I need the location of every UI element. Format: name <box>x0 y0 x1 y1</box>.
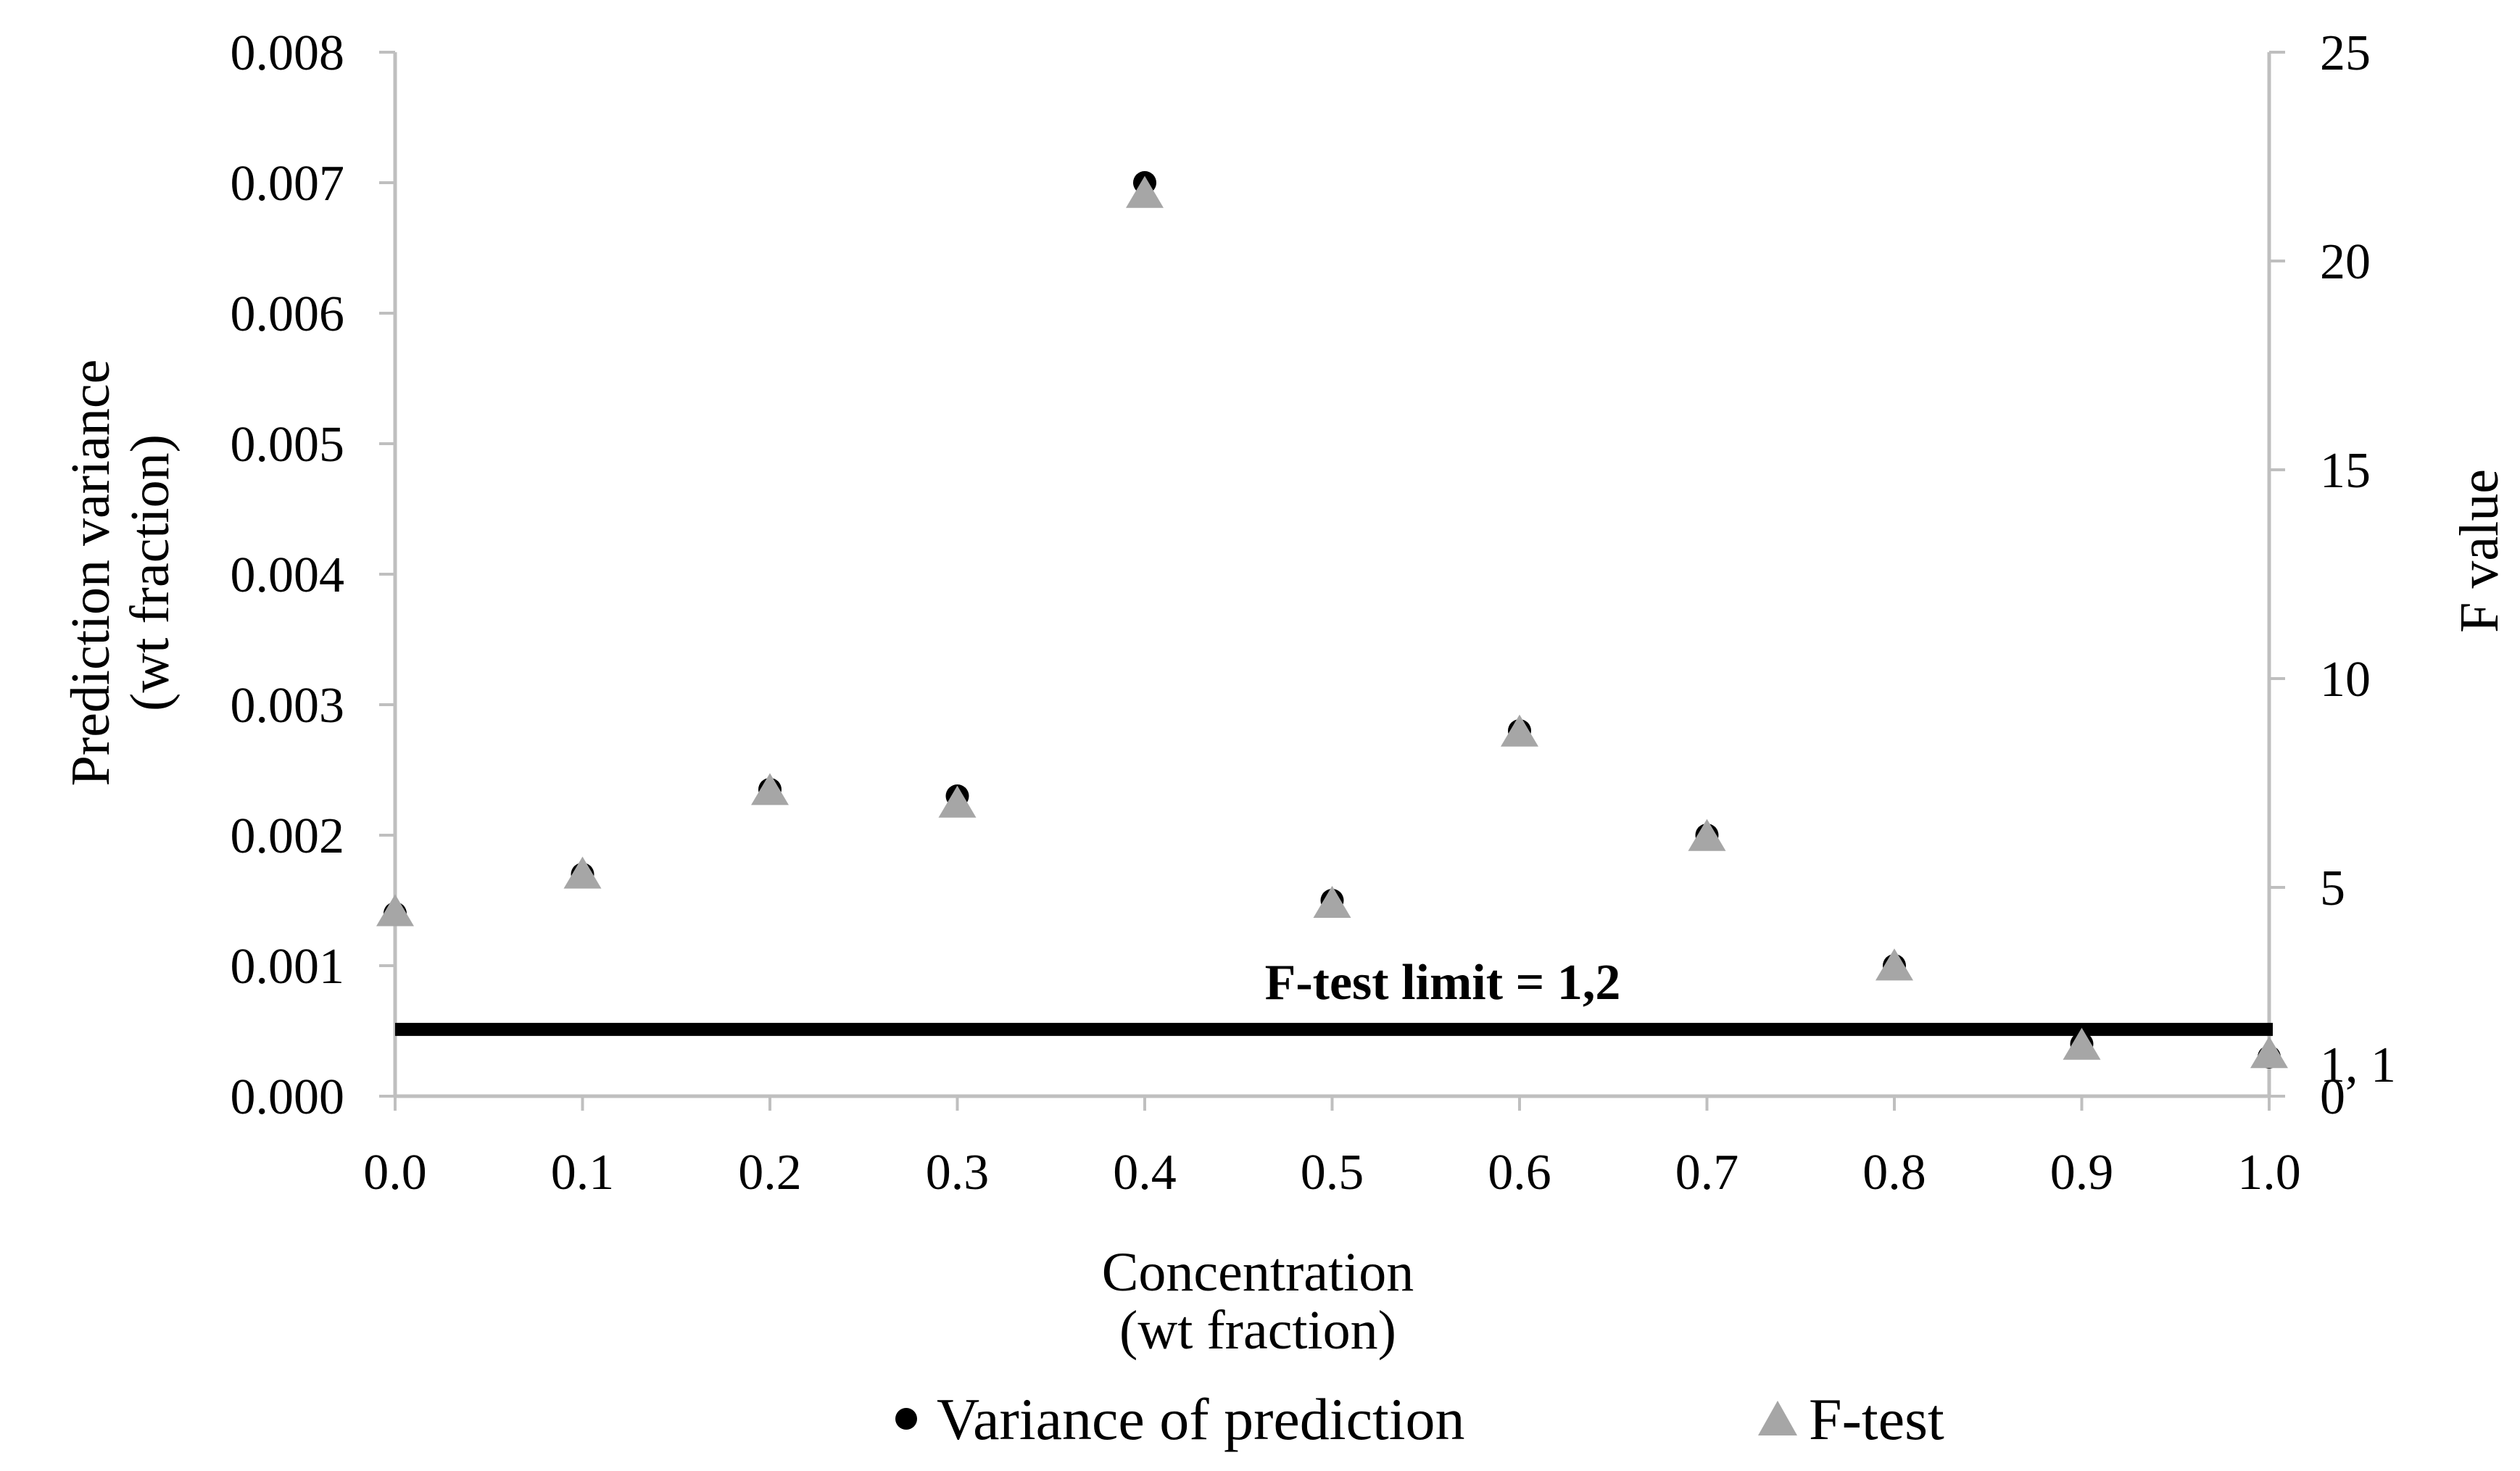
f-test-point <box>2063 1027 2101 1060</box>
reference-line-group: F-test limit = 1,2 1, 1 <box>395 955 2396 1093</box>
x-tick-label: 0.4 <box>1113 1145 1177 1201</box>
f-test-point <box>2250 1036 2288 1069</box>
f-test-point <box>563 856 602 889</box>
f-test-point <box>1126 175 1164 208</box>
left-y-tick-label: 0.008 <box>231 25 345 81</box>
f-test-point <box>751 773 789 805</box>
legend-marker-variance <box>895 1408 917 1430</box>
f-test-point <box>1688 819 1726 851</box>
x-axis-title-line: Concentration <box>1102 1242 1414 1303</box>
x-tick-label: 0.8 <box>1862 1145 1926 1201</box>
left-y-tick-label: 0.004 <box>231 547 345 603</box>
f-test-point <box>376 894 414 927</box>
left-y-tick-label: 0.005 <box>231 417 345 473</box>
left-y-tick-label: 0.003 <box>231 678 345 734</box>
legend: Variance of prediction F-test <box>895 1386 1944 1452</box>
x-tick-label: 0.5 <box>1301 1145 1364 1201</box>
x-tick-label: 0.1 <box>551 1145 615 1201</box>
f-test-point <box>938 785 977 818</box>
f-test-point <box>1876 948 1913 981</box>
f-test-point <box>1501 714 1538 747</box>
right-y-tick-label: 20 <box>2320 234 2371 290</box>
left-y-tick-label: 0.007 <box>231 156 345 212</box>
left-y-tick-label: 0.001 <box>231 939 345 995</box>
right-y-axis-title: F value <box>2449 469 2510 633</box>
f-test-point <box>1313 885 1351 918</box>
left-y-axis-title: Prediction variance(wt fraction) <box>60 360 181 787</box>
right-y-tick-label: 10 <box>2320 652 2371 708</box>
data-points <box>376 171 2288 1069</box>
right-y-tick-label: 0 <box>2320 1069 2345 1125</box>
x-tick-label: 0.7 <box>1675 1145 1739 1201</box>
f-test-limit-label: F-test limit = 1,2 <box>1265 955 1621 1011</box>
left-y-tick-label: 0.002 <box>231 808 345 864</box>
legend-label-f-test: F-test <box>1809 1386 1944 1452</box>
legend-label-variance: Variance of prediction <box>937 1386 1465 1452</box>
legend-marker-f-test <box>1758 1401 1797 1435</box>
right-y-tick-label: 15 <box>2320 443 2371 499</box>
right-y-tick-label: 5 <box>2320 861 2345 916</box>
x-tick-label: 1.0 <box>2237 1145 2301 1201</box>
reference-end-label: 1, 1 <box>2320 1037 2396 1093</box>
x-tick-label: 0.3 <box>926 1145 990 1201</box>
left-y-tick-label: 0.006 <box>231 286 345 342</box>
x-tick-label: 0.2 <box>738 1145 802 1201</box>
left-y-axis-title-line: (wt fraction) <box>120 434 181 711</box>
x-axis-title-line: (wt fraction) <box>1119 1300 1396 1361</box>
left-y-axis-title-line: Prediction variance <box>60 360 121 787</box>
left-y-tick-label: 0.000 <box>231 1069 345 1125</box>
x-tick-label: 0.6 <box>1488 1145 1551 1201</box>
right-y-tick-label: 25 <box>2320 25 2371 81</box>
x-tick-label: 0.9 <box>2050 1145 2114 1201</box>
x-tick-label: 0.0 <box>363 1145 427 1201</box>
axes: 0.0000.0010.0020.0030.0040.0050.0060.007… <box>60 25 2510 1361</box>
